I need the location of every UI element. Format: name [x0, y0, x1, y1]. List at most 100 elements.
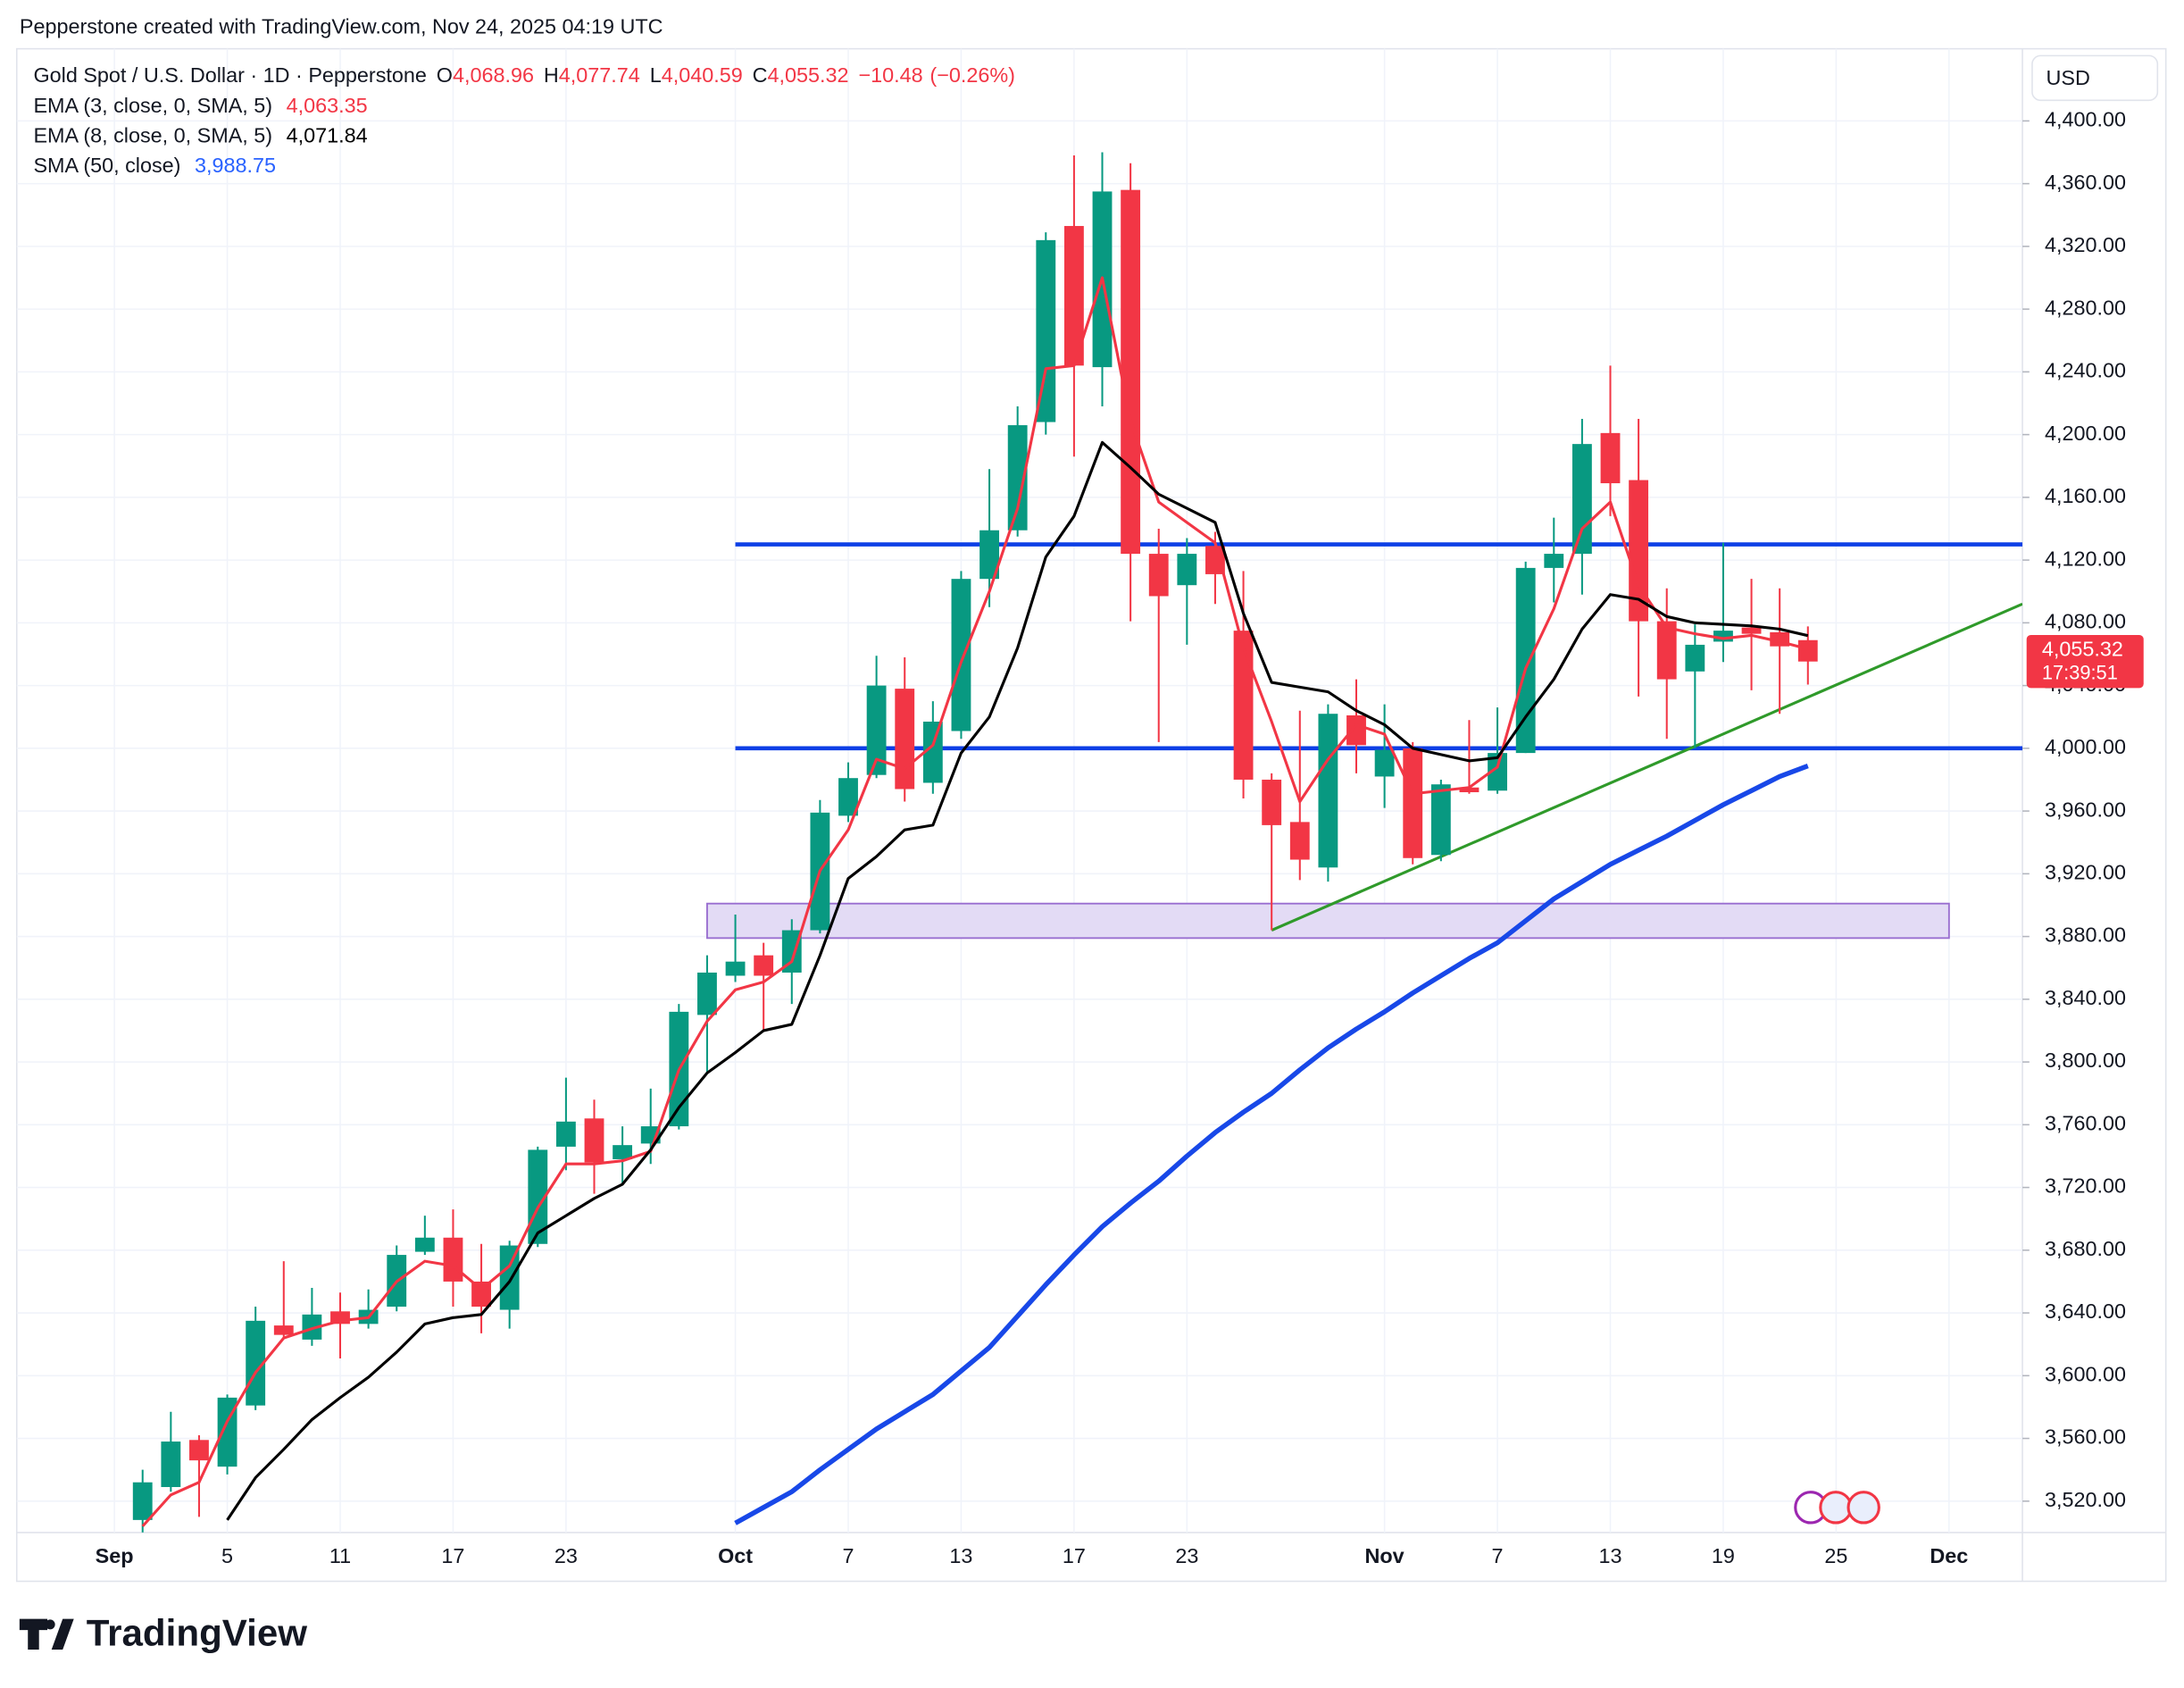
x-tick-label: 17 — [1063, 1544, 1086, 1567]
y-tick-label: 3,640.00 — [2045, 1299, 2126, 1323]
ohlc-key: O — [437, 63, 453, 87]
candle-body — [613, 1145, 633, 1159]
x-tick-label: 5 — [221, 1544, 233, 1567]
ohlc-value: 4,040.59 — [662, 63, 743, 87]
candle-body — [922, 721, 943, 783]
legend-name: EMA (8, close, 0, SMA, 5) — [33, 124, 272, 147]
y-tick-label: 3,760.00 — [2045, 1111, 2126, 1134]
candle-body — [1656, 621, 1677, 680]
candle-body — [895, 689, 915, 790]
candle-body — [725, 961, 746, 976]
y-tick-label: 4,080.00 — [2045, 610, 2126, 633]
logo-mark — [19, 1618, 74, 1650]
candle-body — [838, 778, 858, 816]
event-icon[interactable] — [1846, 1491, 1880, 1525]
x-tick-label: 23 — [1175, 1544, 1198, 1567]
event-icons — [1794, 1491, 1880, 1525]
candle-body — [1741, 627, 1762, 634]
x-tick-label: 7 — [842, 1544, 854, 1567]
candle-body — [1374, 749, 1395, 777]
y-tick-label: 3,680.00 — [2045, 1237, 2126, 1260]
legend-title: Gold Spot / U.S. Dollar · 1D · Peppersto… — [33, 63, 426, 87]
y-tick-label: 4,280.00 — [2045, 296, 2126, 319]
ohlc-key: L — [650, 63, 662, 87]
y-tick-label: 3,920.00 — [2045, 861, 2126, 884]
chart-frame — [15, 47, 2167, 1583]
legend-name: EMA (3, close, 0, SMA, 5) — [33, 94, 272, 117]
candle-body — [1515, 567, 1536, 754]
candle-body — [1459, 787, 1480, 793]
ohlc-value: 4,077.74 — [559, 63, 640, 87]
y-tick-label: 4,200.00 — [2045, 422, 2126, 445]
candle-body — [697, 972, 717, 1015]
candle-body — [1346, 714, 1366, 746]
candle-body — [1685, 644, 1705, 672]
unit-box[interactable] — [2031, 54, 2159, 102]
y-tick-label: 4,360.00 — [2045, 171, 2126, 194]
y-tick-label: 4,240.00 — [2045, 359, 2126, 382]
x-tick-label: Sep — [96, 1544, 134, 1567]
logo-text: TradingView — [87, 1611, 308, 1653]
candle-body — [1797, 639, 1818, 662]
indicator-line — [226, 440, 1809, 1521]
candle-body — [273, 1325, 294, 1335]
y-tick-label: 4,320.00 — [2045, 233, 2126, 256]
header-text: Pepperstone created with TradingView.com… — [20, 14, 663, 38]
event-icon[interactable] — [1819, 1491, 1853, 1525]
candle-body — [1177, 554, 1197, 586]
support-zone — [706, 902, 1950, 940]
candle-body — [1036, 239, 1056, 422]
x-tick-label: Oct — [718, 1544, 753, 1567]
y-tick-label: 3,960.00 — [2045, 798, 2126, 821]
legend-title-row: Gold Spot / U.S. Dollar · 1D · Peppersto… — [33, 63, 1014, 87]
y-tick-label: 3,560.00 — [2045, 1425, 2126, 1449]
candle-body — [1629, 480, 1649, 622]
legend-value: 3,988.75 — [195, 154, 276, 177]
y-tick-label: 4,400.00 — [2045, 108, 2126, 131]
price-tag-countdown: 17:39:51 — [2042, 661, 2118, 683]
y-tick-label: 4,160.00 — [2045, 484, 2126, 507]
candle-body — [1205, 546, 1225, 574]
x-tick-label: 13 — [949, 1544, 972, 1567]
change-value: −10.48 — [858, 63, 922, 87]
candle-body — [979, 530, 999, 580]
x-tick-label: 25 — [1824, 1544, 1847, 1567]
candle-body — [1544, 554, 1564, 568]
price-tag — [2026, 635, 2144, 689]
candle-body — [1430, 784, 1451, 856]
candle-body — [584, 1118, 604, 1163]
candle-body — [555, 1121, 576, 1147]
x-tick-label: 17 — [441, 1544, 464, 1567]
legend: Gold Spot / U.S. Dollar · 1D · Peppersto… — [33, 63, 1014, 177]
candle-body — [1488, 753, 1507, 791]
candle-body — [1007, 425, 1028, 531]
candle-body — [1148, 554, 1169, 597]
x-tick-label: 19 — [1712, 1544, 1735, 1567]
candle-body — [754, 955, 774, 976]
candle-body — [1262, 779, 1282, 825]
unit-label: USD — [2046, 66, 2090, 89]
x-tick-label: 23 — [554, 1544, 578, 1567]
y-tick-label: 3,600.00 — [2045, 1362, 2126, 1385]
ohlc-key: H — [544, 63, 559, 87]
legend-value: 4,063.35 — [287, 94, 368, 117]
y-tick-label: 4,000.00 — [2045, 735, 2126, 758]
candle-body — [302, 1314, 322, 1340]
candle-body — [951, 579, 971, 731]
candle-body — [161, 1441, 181, 1487]
candle-body — [499, 1245, 520, 1310]
y-tick-label: 3,880.00 — [2045, 923, 2126, 947]
x-tick-label: 7 — [1492, 1544, 1504, 1567]
y-tick-label: 4,120.00 — [2045, 547, 2126, 570]
candle-body — [246, 1320, 266, 1406]
x-tick-label: Nov — [1365, 1544, 1405, 1567]
legend-name: SMA (50, close) — [33, 154, 180, 177]
candle-body — [1318, 714, 1338, 868]
trend-line — [1271, 602, 2023, 932]
candle-body — [414, 1237, 435, 1252]
candle-body — [1233, 631, 1254, 780]
ohlc-value: 4,068.96 — [453, 63, 534, 87]
